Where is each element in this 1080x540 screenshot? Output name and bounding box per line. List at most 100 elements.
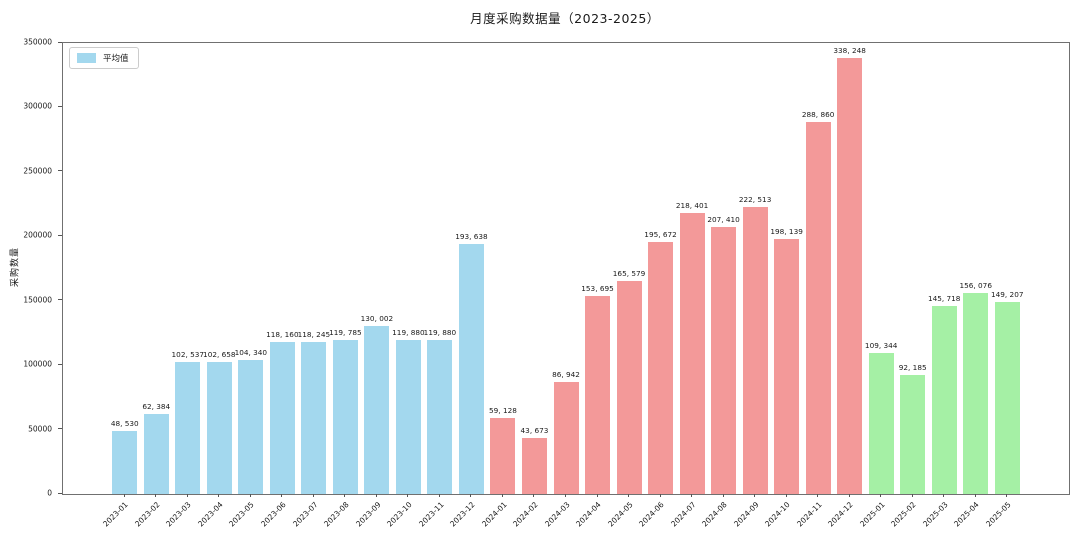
bar-value-label: 102, 658 [203,349,236,359]
x-tick-label: 2023-12 [448,500,477,529]
x-tick [565,494,566,497]
x-tick [438,494,440,497]
bar [711,226,737,494]
bar [458,244,484,494]
bar-value-label: 92, 185 [898,363,927,373]
y-tick-label: 0 [47,488,52,498]
bar [963,292,989,494]
x-tick [659,494,661,497]
x-tick [281,494,283,497]
bar-value-label: 119, 880 [423,327,457,337]
x-tick-label: 2025-05 [984,500,1013,529]
x-tick [722,494,724,497]
y-axis: 0 50000 100000 150000 200000 250000 300000 3500… [0,38,62,498]
bar [648,241,674,494]
y-tick-label: 100000 [23,359,52,369]
y-tick [58,428,62,430]
bar [112,431,138,494]
bar-value-label: 222, 513 [738,195,772,205]
y-tick-label: 150000 [23,295,52,305]
bar-value-label: 119, 785 [329,327,362,337]
legend-swatch-icon [77,53,96,63]
bar [521,437,547,494]
x-tick [470,494,472,497]
bar [900,375,926,494]
bar-value-label: 165, 579 [612,268,646,278]
bar-value-label: 145, 718 [927,294,961,304]
x-tick [754,494,756,497]
x-tick-label: 2025-01 [858,500,887,529]
x-tick [155,494,157,497]
x-tick [785,494,787,497]
y-tick [58,105,62,107]
x-tick-label: 2024-04 [574,500,603,529]
x-tick-label: 2025-02 [889,500,919,529]
bar [143,413,169,494]
y-tick-label: 350000 [23,37,52,47]
x-tick-label: 2024-07 [668,500,698,529]
x-tick-label: 2023-10 [385,500,414,529]
bar [774,238,800,494]
bar-value-label: 118, 245 [297,329,331,339]
x-tick [943,494,945,497]
x-tick [123,494,125,497]
bar-value-label: 59, 128 [489,405,517,415]
x-tick [249,494,251,497]
y-tick-label: 250000 [23,166,52,176]
bar-value-label: 149, 207 [990,289,1024,299]
x-tick [628,494,630,497]
x-tick-label: 2025-04 [952,500,982,529]
x-tick-label: 2024-03 [542,500,572,529]
bar-value-label: 198, 139 [770,226,803,236]
bar-value-label: 156, 076 [959,280,992,290]
bar [585,295,611,494]
bar [364,326,390,494]
x-tick-label: 2024-12 [826,500,856,529]
bar-value-label: 104, 340 [234,347,268,357]
bar-value-label: 195, 672 [644,229,677,239]
bar [616,280,642,494]
x-tick [344,494,346,497]
bar [931,306,957,494]
bar [427,339,453,494]
y-tick [58,41,62,43]
x-tick [186,494,188,497]
bar [269,341,295,494]
x-tick [848,494,850,497]
bar-value-label: 62, 384 [142,401,171,411]
bar-value-label: 153, 695 [581,283,614,293]
bar-value-label: 338, 248 [833,46,866,56]
x-tick-label: 2023-08 [322,500,351,529]
x-tick-label: 2023-06 [259,500,288,529]
bar [553,381,579,494]
x-tick-label: 2024-02 [511,500,540,529]
x-tick-label: 2024-01 [479,500,509,529]
bar [175,361,201,494]
x-tick [312,494,314,497]
bar [837,58,863,494]
y-tick [58,363,62,365]
y-tick-label: 300000 [23,101,52,111]
bar-value-label: 218, 401 [675,200,709,210]
bar [994,301,1020,494]
bars-layer: 48, 530 62, 384 102, 537 102, 658 104, 340 11… [63,43,1069,494]
x-tick-label: 2023-09 [353,500,383,529]
x-tick [407,494,409,497]
y-tick-label: 200000 [23,230,52,240]
bar-value-label: 207, 410 [707,214,740,224]
legend: 平均值 [69,47,139,69]
bar-value-label: 102, 537 [171,349,205,359]
bar-value-label: 118, 160 [266,329,299,339]
x-tick-label: 2024-11 [794,500,824,529]
bar-value-label: 48, 530 [110,419,139,429]
y-tick [58,170,62,172]
x-tick [1006,494,1008,497]
bar [206,361,232,494]
bar-value-label: 109, 344 [864,341,898,351]
bar-value-label: 193, 638 [455,232,488,242]
y-tick [58,299,62,301]
bar-value-label: 86, 942 [552,369,580,379]
chart-title: 月度采购数据量（2023-2025） [470,11,660,26]
x-tick-label: 2024-10 [763,500,792,529]
x-tick-label: 2024-06 [637,500,666,529]
